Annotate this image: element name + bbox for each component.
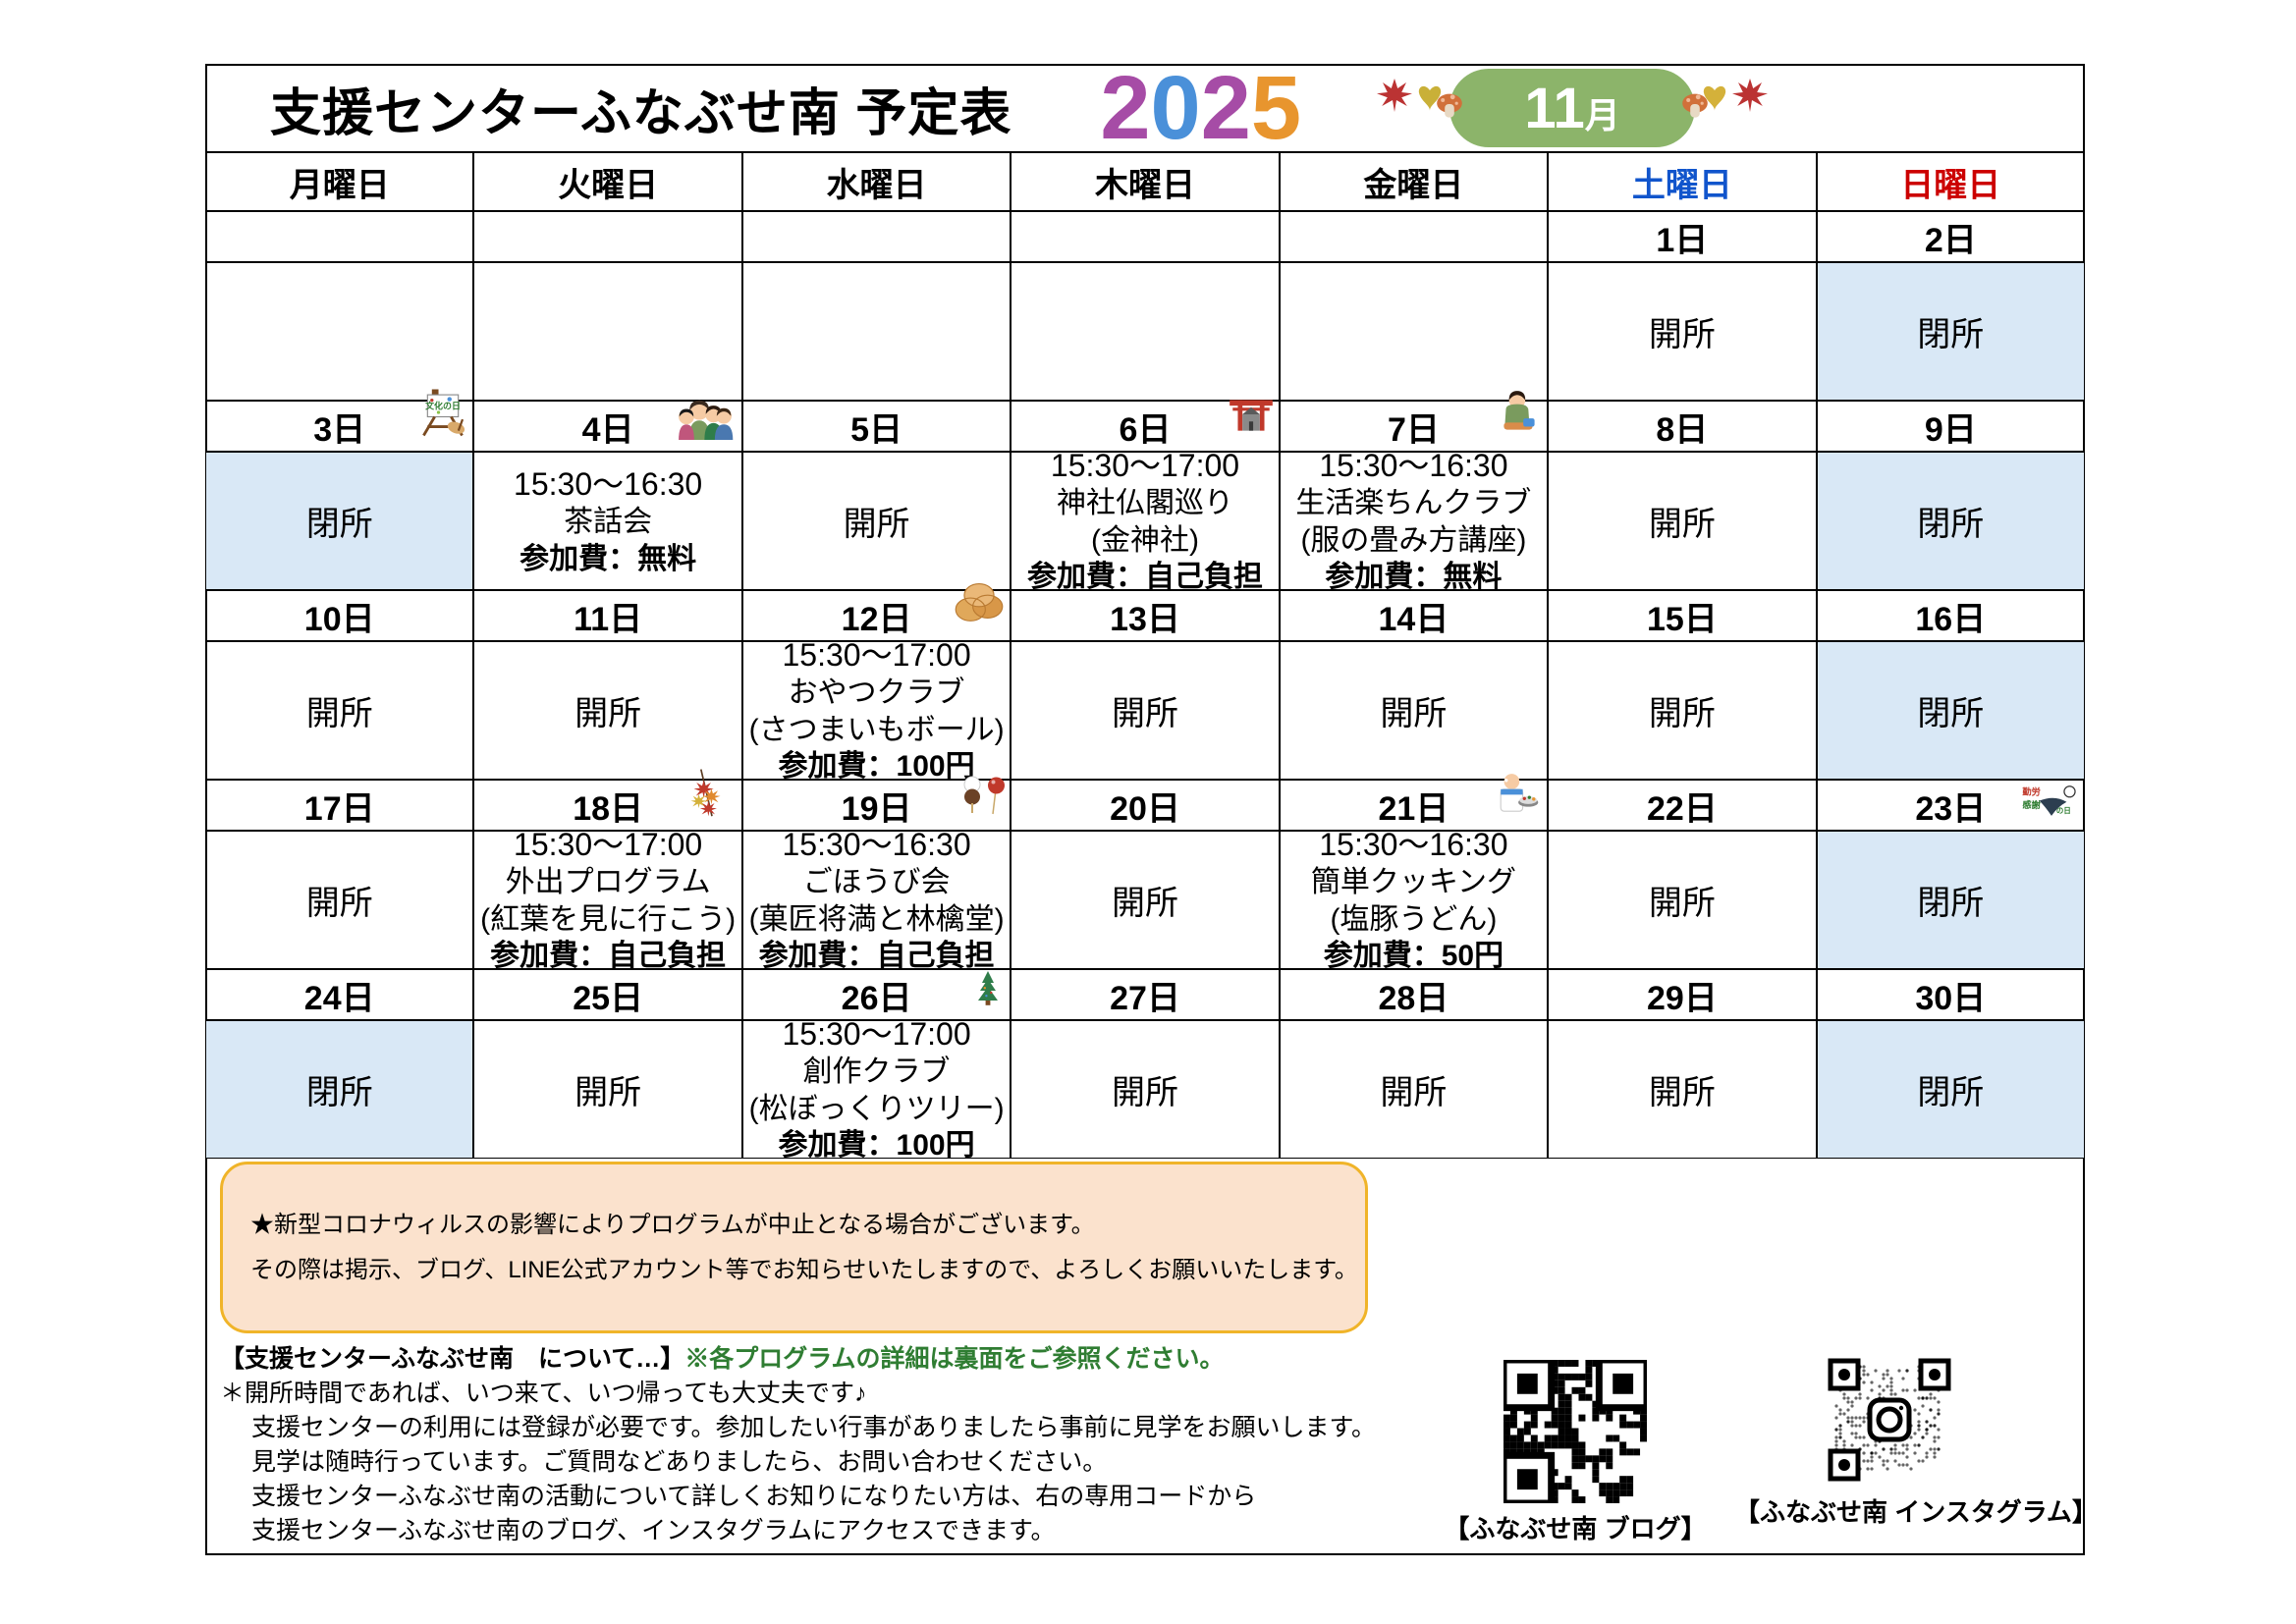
svg-text:勤労: 勤労 (2022, 785, 2041, 796)
svg-text:感謝: 感謝 (2022, 799, 2041, 810)
svg-text:文化の日: 文化の日 (425, 401, 462, 411)
